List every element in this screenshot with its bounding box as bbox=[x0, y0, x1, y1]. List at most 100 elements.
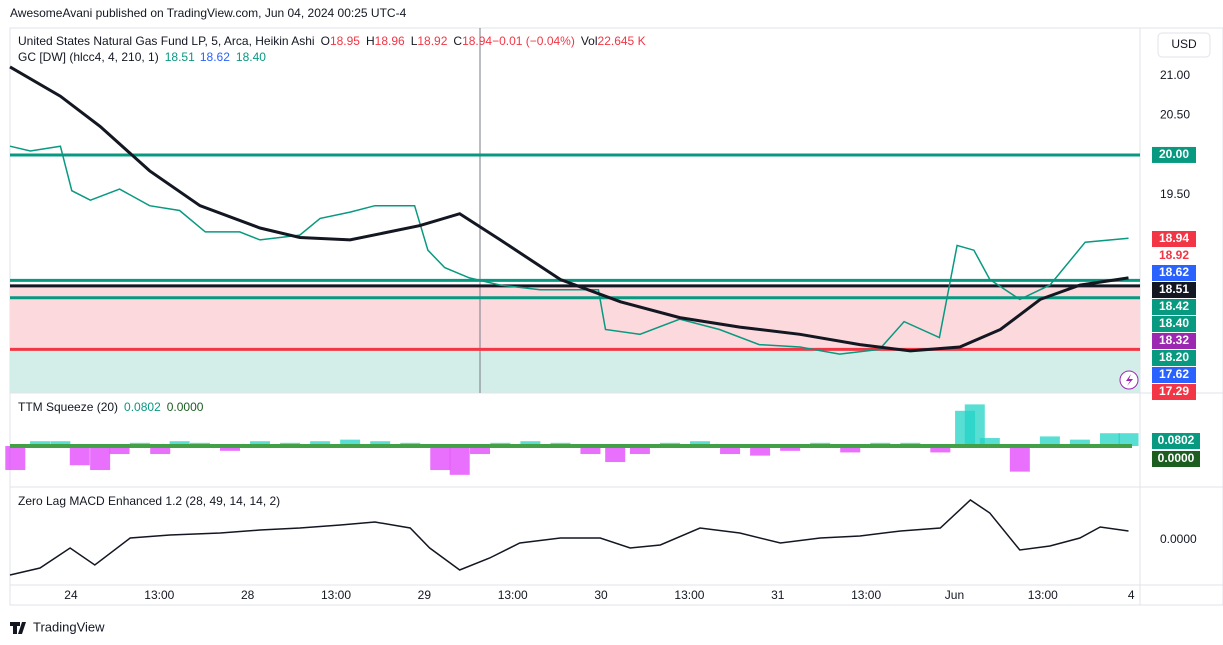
quote-label: L bbox=[411, 34, 418, 48]
price-label-bg bbox=[1152, 333, 1196, 349]
price-label-bg bbox=[1152, 316, 1196, 332]
price-label-bg bbox=[1152, 384, 1196, 400]
histogram-bar bbox=[90, 446, 111, 471]
resistance-zone bbox=[10, 286, 1140, 350]
histogram-bar bbox=[5, 446, 26, 471]
histogram-bar bbox=[720, 446, 741, 455]
price-label: 18.42 bbox=[1159, 299, 1189, 313]
indicator-value: 18.51 bbox=[165, 50, 195, 64]
histogram-bar bbox=[690, 441, 711, 447]
price-label-bg bbox=[1152, 282, 1196, 298]
histogram-bar bbox=[840, 446, 861, 453]
price-label-bg bbox=[1152, 265, 1196, 281]
histogram-bar bbox=[150, 446, 171, 455]
y-tick-label: 19.50 bbox=[1160, 187, 1190, 201]
legend-value: 0.0802 bbox=[124, 400, 161, 414]
histogram-bar bbox=[1069, 439, 1090, 447]
x-tick-label: Jun bbox=[945, 588, 964, 602]
quote-value: 22.645 K bbox=[598, 34, 646, 48]
quote-label: O bbox=[321, 34, 330, 48]
value-label: 0.0802 bbox=[1158, 433, 1195, 447]
alert-bolt bbox=[1126, 374, 1133, 386]
level-label-bg bbox=[1152, 146, 1196, 163]
squeeze-title: TTM Squeeze (20) bbox=[18, 400, 118, 414]
price-label: 18.32 bbox=[1159, 333, 1189, 347]
histogram-bar bbox=[370, 441, 391, 447]
histogram-bar bbox=[979, 438, 1000, 447]
indicator-title: GC [DW] (hlcc4, 4, 210, 1) bbox=[18, 50, 159, 64]
symbol-title: United States Natural Gas Fund LP, 5, Ar… bbox=[18, 34, 315, 48]
x-tick-label: 4 bbox=[1128, 588, 1135, 602]
quote-value: 18.94 bbox=[462, 34, 492, 48]
histogram-bar bbox=[109, 446, 130, 455]
indicator-value: 18.40 bbox=[236, 50, 266, 64]
histogram-bar bbox=[605, 446, 626, 463]
price-label-bg bbox=[1152, 299, 1196, 315]
histogram-bar bbox=[964, 404, 985, 447]
histogram-bar bbox=[250, 441, 271, 447]
price-label: 18.92 bbox=[1159, 248, 1189, 262]
price-label-bg bbox=[1152, 248, 1196, 264]
line-series bbox=[9, 499, 1129, 576]
y-tick-label: 20.50 bbox=[1160, 107, 1190, 121]
x-tick-label: 13:00 bbox=[144, 588, 174, 602]
value-label-bg bbox=[1152, 433, 1200, 449]
indicator-legend: GC [DW] (hlcc4, 4, 210, 1) 18.51 18.62 18.4… bbox=[18, 50, 266, 64]
histogram-bar bbox=[750, 446, 771, 456]
currency[interactable]: USD bbox=[1171, 37, 1197, 51]
y-tick-label: 21.00 bbox=[1160, 68, 1190, 82]
quote-label: H bbox=[366, 34, 375, 48]
price-label-bg bbox=[1152, 231, 1196, 247]
quote-value: 18.92 bbox=[417, 34, 447, 48]
main-legend: United States Natural Gas Fund LP, 5, Ar… bbox=[18, 34, 646, 48]
histogram-bar bbox=[219, 446, 240, 451]
histogram-bar bbox=[69, 446, 90, 466]
histogram-bar bbox=[169, 441, 190, 447]
price-label: 17.29 bbox=[1159, 384, 1189, 398]
quote-value: −0.01 (−0.04%) bbox=[492, 34, 575, 48]
macd-title: Zero Lag MACD Enhanced 1.2 (28, 49, 14, … bbox=[18, 494, 280, 508]
price-label: 18.40 bbox=[1159, 316, 1189, 330]
histogram-bar bbox=[340, 439, 361, 447]
price-label: 17.62 bbox=[1159, 367, 1189, 381]
line-series bbox=[9, 65, 1129, 353]
x-tick-label: 24 bbox=[64, 588, 78, 602]
histogram-bar bbox=[50, 441, 71, 447]
x-tick-label: 30 bbox=[594, 588, 608, 602]
published-line: AwesomeAvani published on TradingView.co… bbox=[10, 6, 407, 20]
price-label-bg bbox=[1152, 367, 1196, 383]
y-tick-label: 0.0000 bbox=[1160, 532, 1197, 546]
price-label-bg bbox=[1152, 350, 1196, 366]
histogram-bar bbox=[449, 446, 470, 475]
histogram-bar bbox=[430, 446, 451, 471]
currency-button[interactable] bbox=[1157, 32, 1211, 58]
legend-value: 0.0000 bbox=[167, 400, 204, 414]
histogram-bar bbox=[580, 446, 601, 455]
histogram-bar bbox=[629, 446, 650, 455]
price-label: 18.20 bbox=[1159, 350, 1189, 364]
x-tick-label: 13:00 bbox=[674, 588, 704, 602]
value-label-bg bbox=[1152, 451, 1200, 467]
logo bbox=[10, 622, 26, 634]
histogram-bar bbox=[310, 441, 331, 447]
histogram-bar bbox=[1039, 436, 1060, 447]
x-tick-label: 29 bbox=[418, 588, 432, 602]
histogram-bar bbox=[930, 446, 951, 453]
squeeze-legend: TTM Squeeze (20) 0.0802 0.0000 bbox=[18, 400, 204, 414]
x-tick-label: 31 bbox=[771, 588, 785, 602]
histogram-bar bbox=[470, 446, 491, 455]
x-tick-label: 13:00 bbox=[1028, 588, 1058, 602]
x-tick-label: 13:00 bbox=[498, 588, 528, 602]
quote-label: Vol bbox=[581, 34, 598, 48]
line-series bbox=[9, 145, 1129, 355]
price-label: 18.62 bbox=[1159, 265, 1189, 279]
histogram-bar bbox=[520, 441, 541, 447]
indicator-value: 18.62 bbox=[200, 50, 230, 64]
histogram-bar bbox=[1118, 433, 1139, 447]
histogram-bar bbox=[780, 446, 801, 451]
footer-brand: TradingView bbox=[33, 619, 105, 634]
support-zone bbox=[10, 350, 1140, 393]
x-tick-label: 13:00 bbox=[851, 588, 881, 602]
value-label: 0.0000 bbox=[1158, 451, 1195, 465]
